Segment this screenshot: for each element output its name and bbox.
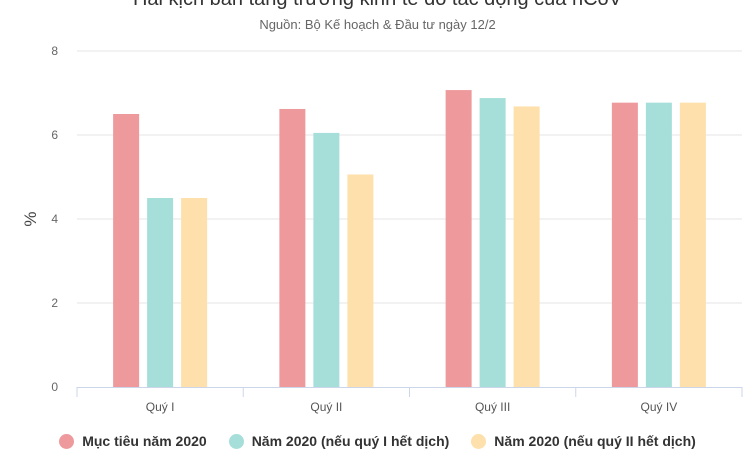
y-tick-label: 0 — [51, 380, 58, 394]
legend-item-muc-tieu[interactable]: Mục tiêu năm 2020 — [59, 433, 207, 449]
y-tick-label: 6 — [51, 128, 58, 142]
legend-label: Mục tiêu năm 2020 — [82, 433, 207, 449]
bar — [279, 108, 306, 388]
legend-label: Năm 2020 (nếu quý I hết dịch) — [251, 433, 450, 449]
bar — [147, 198, 174, 387]
y-tick-label: 8 — [51, 44, 58, 58]
chart-title: Hai kịch bản tăng trưởng kinh tế do tác … — [0, 0, 755, 11]
x-tick-label: Quý IV — [641, 400, 678, 414]
bar — [479, 98, 506, 387]
x-tick-label: Quý II — [310, 400, 342, 414]
bar — [445, 90, 472, 387]
bar — [313, 132, 340, 387]
legend-dot-icon — [471, 433, 487, 449]
y-tick-label: 2 — [51, 296, 58, 310]
bar — [679, 102, 706, 387]
bar — [611, 102, 638, 387]
chart-subtitle: Nguồn: Bộ Kế hoạch & Đầu tư ngày 12/2 — [259, 17, 496, 32]
legend-item-quy-i[interactable]: Năm 2020 (nếu quý I hết dịch) — [228, 433, 450, 449]
bar — [181, 198, 208, 387]
x-tick-label: Quý III — [475, 400, 510, 414]
y-axis-label: % — [21, 211, 40, 226]
legend-dot-icon — [59, 433, 75, 449]
legend: Mục tiêu năm 2020 Năm 2020 (nếu quý I hế… — [0, 433, 755, 449]
x-tick-label: Quý I — [146, 400, 175, 414]
bar — [113, 114, 140, 387]
bar — [513, 106, 540, 387]
legend-item-quy-ii[interactable]: Năm 2020 (nếu quý II hết dịch) — [471, 433, 696, 449]
legend-dot-icon — [228, 433, 244, 449]
legend-label: Năm 2020 (nếu quý II hết dịch) — [494, 433, 696, 449]
y-tick-label: 4 — [51, 212, 58, 226]
bar — [645, 102, 672, 387]
bar — [347, 174, 374, 387]
